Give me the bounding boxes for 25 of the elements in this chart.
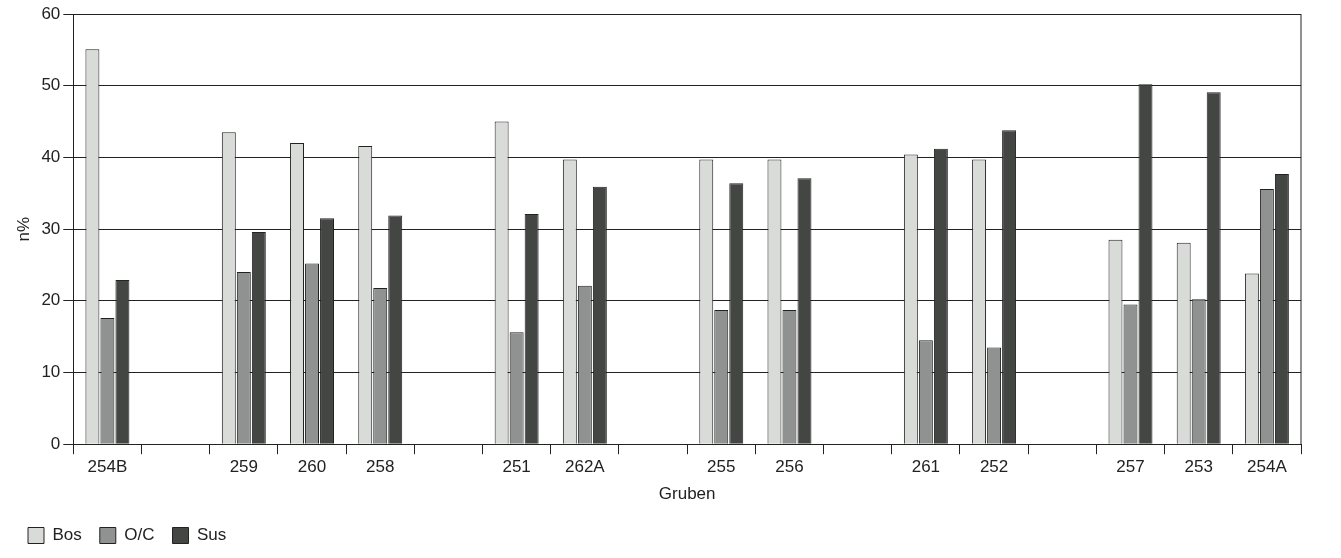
x-tick-label: 259	[229, 457, 259, 477]
y-tick-label: 60	[41, 3, 61, 23]
x-tick-label: 254A	[1247, 457, 1288, 477]
legend-label: Bos	[52, 525, 82, 545]
legend-label: Sus	[197, 525, 227, 545]
x-tick-label: 257	[1116, 457, 1145, 477]
y-tick-label: 10	[41, 362, 61, 382]
x-tick-label: 254B	[87, 457, 128, 477]
y-tick-label: 40	[41, 147, 61, 167]
y-tick-label: 20	[41, 290, 61, 310]
x-tick-label: 251	[502, 457, 531, 477]
x-tick-label: 256	[775, 457, 804, 477]
y-tick-label: 50	[41, 75, 61, 95]
x-tick-label: 255	[707, 457, 736, 477]
y-tick-label: 30	[41, 218, 61, 238]
y-axis-title: n%	[13, 216, 33, 242]
x-tick-label: 252	[979, 457, 1009, 477]
x-axis-title: Gruben	[658, 484, 716, 504]
x-tick-label: 261	[911, 457, 941, 477]
y-tick-label: 0	[50, 433, 61, 453]
x-tick-label: 262A	[565, 457, 606, 477]
legend-label: O/C	[124, 525, 155, 545]
x-tick-label: 258	[366, 457, 395, 477]
x-tick-label: 260	[297, 457, 327, 477]
x-tick-label: 253	[1184, 457, 1213, 477]
